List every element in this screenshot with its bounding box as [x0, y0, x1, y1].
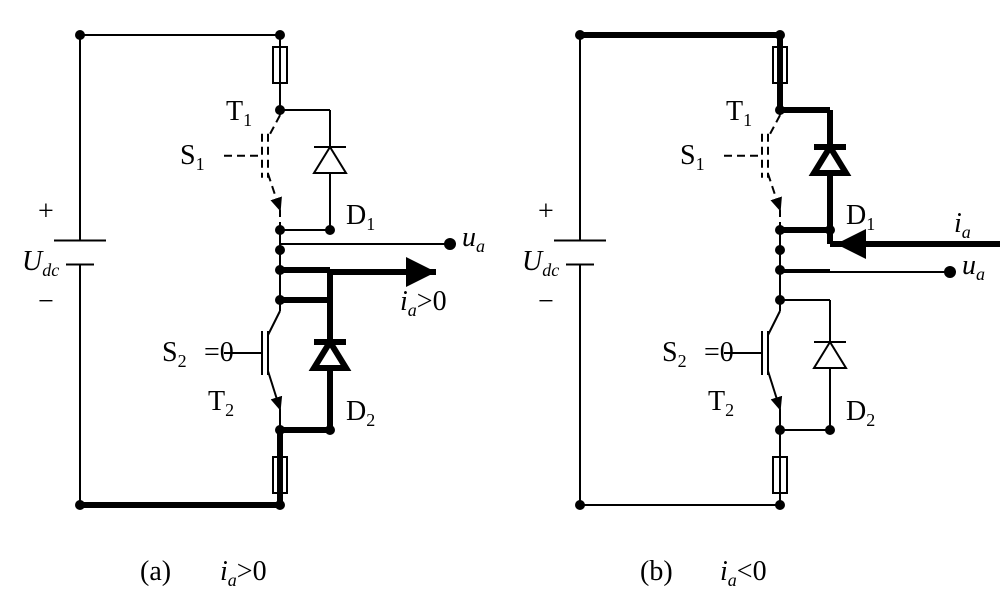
junction-dot	[275, 425, 285, 435]
diode	[814, 300, 846, 410]
minus-sign: −	[538, 286, 554, 317]
t1-label: T1	[226, 96, 252, 130]
wire	[768, 115, 780, 138]
wire	[768, 174, 780, 210]
junction-dot	[775, 425, 785, 435]
junction-dot	[275, 105, 285, 115]
fuse	[773, 445, 787, 505]
udc-label: Udc	[522, 246, 559, 280]
dc-source	[54, 205, 106, 300]
d2-label: D2	[846, 396, 875, 430]
wire	[268, 174, 280, 210]
junction-dot	[775, 105, 785, 115]
junction-dot	[775, 500, 785, 510]
junction-dot	[825, 425, 835, 435]
caption-prefix: (b)	[640, 556, 673, 587]
ua-label: ua	[962, 250, 985, 284]
junction-dot	[275, 265, 285, 275]
panel-a: + − Udc ua ia>0 T1 S1 D1 S2 =0 T2 D2 (a) ia>0	[22, 30, 485, 590]
ia-label: ia	[954, 208, 971, 242]
s2-label: S2	[662, 337, 687, 371]
junction-dot	[775, 295, 785, 305]
junction-dot	[75, 500, 85, 510]
udc-label: Udc	[22, 246, 59, 280]
d1-label: D1	[346, 200, 375, 234]
t1-label: T1	[726, 96, 752, 130]
junction-dot	[775, 225, 785, 235]
ia-label: ia>0	[400, 286, 447, 320]
d2-label: D2	[346, 396, 375, 430]
minus-sign: −	[38, 286, 54, 317]
plus-sign: +	[538, 196, 554, 227]
caption-ia: ia<0	[720, 556, 767, 590]
junction-dot	[275, 30, 285, 40]
junction-dot	[275, 295, 285, 305]
plus-sign: +	[38, 196, 54, 227]
circuit-diagram-pair: + − Udc ua ia>0 T1 S1 D1 S2 =0 T2 D2 (a) ia>0 + − Udc ua…	[0, 0, 1000, 606]
d1-label: D1	[846, 200, 875, 234]
s1-label: S1	[180, 140, 205, 174]
terminal-dot	[444, 238, 456, 250]
s2-eq: =0	[704, 337, 734, 368]
junction-dot	[575, 30, 585, 40]
terminal-dot	[944, 266, 956, 278]
junction-dot	[775, 30, 785, 40]
junction-dot	[775, 245, 785, 255]
junction-dot	[275, 500, 285, 510]
junction-dot	[325, 425, 335, 435]
junction-dot	[275, 225, 285, 235]
wire	[268, 311, 280, 335]
s2-label: S2	[162, 337, 187, 371]
junction-dot	[825, 225, 835, 235]
panel-b: + − Udc ua ia T1 S1 D1 S2 =0 T2 D2 (b) ia<0	[522, 30, 1000, 590]
wire-segment	[330, 272, 436, 280]
junction-dot	[275, 245, 285, 255]
junction-dot	[575, 500, 585, 510]
dc-source	[554, 205, 606, 300]
junction-dot	[75, 30, 85, 40]
caption-ia: ia>0	[220, 556, 267, 590]
wire	[268, 371, 280, 409]
diode	[314, 300, 346, 410]
fuse	[273, 35, 287, 95]
wire	[768, 311, 780, 335]
s1-label: S1	[680, 140, 705, 174]
s2-eq: =0	[204, 337, 234, 368]
junction-dot	[325, 225, 335, 235]
diode	[314, 110, 346, 210]
t2-label: T2	[708, 386, 734, 420]
t2-label: T2	[208, 386, 234, 420]
wire	[268, 115, 280, 138]
wire	[768, 371, 780, 409]
junction-dot	[775, 265, 785, 275]
caption-prefix: (a)	[140, 556, 171, 587]
ua-label: ua	[462, 222, 485, 256]
diode	[814, 110, 846, 210]
